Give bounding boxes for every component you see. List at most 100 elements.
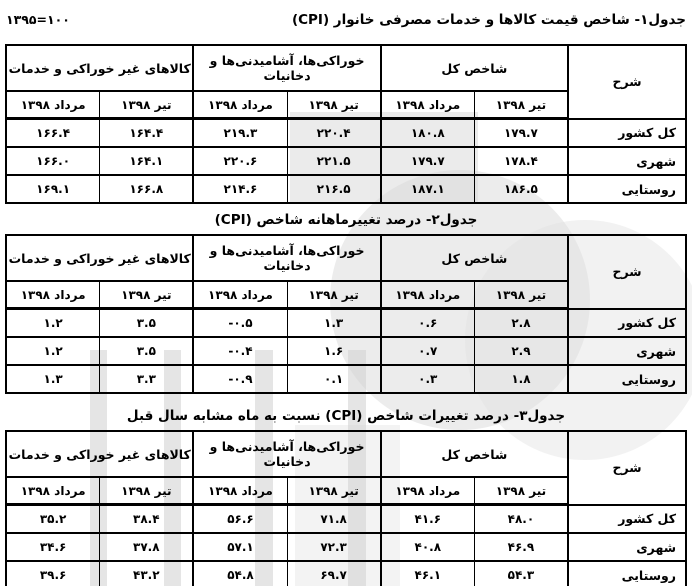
header-month-mordad: مرداد ۱۳۹۸ — [5, 280, 101, 310]
header-month-mordad: مرداد ۱۳۹۸ — [379, 280, 475, 310]
value-cell: ۲۲۰.۶ — [192, 146, 288, 176]
value-cell: ۴۰.۸ — [379, 532, 475, 562]
header-group-food-beverages-tobacco: خوراکی‌ها، آشامیدنی‌ها و دخانیات — [192, 234, 382, 282]
header-month-tir: تیر ۱۳۹۸ — [99, 90, 195, 120]
value-cell: ۱۶۶.۸ — [99, 174, 195, 204]
table2-title: جدول۲- درصد تغییرماهانه شاخص (CPI) — [214, 212, 478, 228]
value-cell: ۲۱۶.۵ — [286, 174, 382, 204]
value-cell: ۱.۸ — [473, 364, 569, 394]
value-cell: ۴۱.۶ — [379, 503, 475, 534]
row-label: روستایی — [567, 174, 687, 204]
header-group-total-index: شاخص کل — [379, 430, 570, 478]
value-cell: ۳۸.۴ — [99, 503, 195, 534]
table-row: کل کشور ۲.۸ ۰.۶ ۱.۳ -۰.۵ ۳.۵ ۱.۲ — [5, 307, 687, 338]
header-group-total-index: شاخص کل — [379, 44, 570, 92]
value-cell: ۱۷۹.۷ — [379, 146, 475, 176]
table-row: روستایی ۱.۸ ۰.۳ ۰.۱ -۰.۹ ۳.۳ ۱.۳ — [5, 364, 687, 394]
header-month-mordad: مرداد ۱۳۹۸ — [379, 90, 475, 120]
table3-title: جدول۳- درصد تغییرات شاخص (CPI) نسبت به م… — [126, 408, 566, 424]
header-group-nonfood-services: کالاهای غیر خوراکی و خدمات — [4, 234, 195, 282]
header-month-tir: تیر ۱۳۹۸ — [286, 476, 382, 506]
header-group-nonfood-services: کالاهای غیر خوراکی و خدمات — [4, 44, 195, 92]
header-month-mordad: مرداد ۱۳۹۸ — [5, 90, 101, 120]
value-cell: ۱۶۴.۱ — [99, 146, 195, 176]
cpi-table-3: شرح شاخص کل خوراکی‌ها، آشامیدنی‌ها و دخا… — [4, 430, 687, 586]
row-label: کل کشور — [567, 503, 687, 534]
value-cell: ۳۹.۶ — [5, 560, 101, 586]
table-row: روستایی ۱۸۶.۵ ۱۸۷.۱ ۲۱۶.۵ ۲۱۴.۶ ۱۶۶.۸ ۱۶۹.۱ — [5, 174, 687, 204]
cpi-table-2: شرح شاخص کل خوراکی‌ها، آشامیدنی‌ها و دخا… — [4, 234, 687, 394]
value-cell: ۳.۵ — [99, 307, 195, 338]
value-cell: ۵۴.۸ — [192, 560, 288, 586]
row-label: کل کشور — [567, 117, 687, 148]
row-label: شهری — [567, 146, 687, 176]
value-cell: ۷۲.۳ — [286, 532, 382, 562]
header-month-mordad: مرداد ۱۳۹۸ — [5, 476, 101, 506]
value-cell: ۴۶.۹ — [473, 532, 569, 562]
value-cell: ۵۶.۶ — [192, 503, 288, 534]
table3-yearly-change: شرح شاخص کل خوراکی‌ها، آشامیدنی‌ها و دخا… — [4, 430, 687, 586]
header-month-mordad: مرداد ۱۳۹۸ — [379, 476, 475, 506]
value-cell: ۵۴.۳ — [473, 560, 569, 586]
value-cell: ۳.۵ — [99, 336, 195, 366]
table-row: شهری ۱۷۸.۴ ۱۷۹.۷ ۲۲۱.۵ ۲۲۰.۶ ۱۶۴.۱ ۱۶۶.۰ — [5, 146, 687, 176]
value-cell: ۳۷.۸ — [99, 532, 195, 562]
value-cell: ۷۱.۸ — [286, 503, 382, 534]
index-base-note: ۱۳۹۵=۱۰۰ — [6, 12, 70, 27]
value-cell: ۴۶.۱ — [379, 560, 475, 586]
header-group-food-beverages-tobacco: خوراکی‌ها، آشامیدنی‌ها و دخانیات — [192, 44, 382, 92]
value-cell: ۳.۳ — [99, 364, 195, 394]
value-cell: ۲۱۴.۶ — [192, 174, 288, 204]
value-cell: ۰.۶ — [379, 307, 475, 338]
value-cell: -۰.۹ — [192, 364, 288, 394]
value-cell: ۱۸۷.۱ — [379, 174, 475, 204]
table-row: شهری ۲.۹ ۰.۷ ۱.۶ -۰.۴ ۳.۵ ۱.۲ — [5, 336, 687, 366]
header-month-mordad: مرداد ۱۳۹۸ — [192, 476, 288, 506]
table-row: کل کشور ۱۷۹.۷ ۱۸۰.۸ ۲۲۰.۴ ۲۱۹.۳ ۱۶۴.۴ ۱۶۶.۴ — [5, 117, 687, 148]
value-cell: ۱۶۶.۰ — [5, 146, 101, 176]
value-cell: ۲.۹ — [473, 336, 569, 366]
row-label: شهری — [567, 532, 687, 562]
header-group-nonfood-services: کالاهای غیر خوراکی و خدمات — [4, 430, 195, 478]
value-cell: ۱۷۹.۷ — [473, 117, 569, 148]
value-cell: ۱۸۰.۸ — [379, 117, 475, 148]
value-cell: ۲۲۰.۴ — [286, 117, 382, 148]
header-group-food-beverages-tobacco: خوراکی‌ها، آشامیدنی‌ها و دخانیات — [192, 430, 382, 478]
table-row: شهری ۴۶.۹ ۴۰.۸ ۷۲.۳ ۵۷.۱ ۳۷.۸ ۳۴.۶ — [5, 532, 687, 562]
table-row: روستایی ۵۴.۳ ۴۶.۱ ۶۹.۷ ۵۴.۸ ۴۳.۲ ۳۹.۶ — [5, 560, 687, 586]
row-label: شهری — [567, 336, 687, 366]
value-cell: ۰.۳ — [379, 364, 475, 394]
header-month-tir: تیر ۱۳۹۸ — [473, 90, 569, 120]
table-row: کل کشور ۴۸.۰ ۴۱.۶ ۷۱.۸ ۵۶.۶ ۳۸.۴ ۳۵.۲ — [5, 503, 687, 534]
value-cell: ۴۳.۲ — [99, 560, 195, 586]
header-month-tir: تیر ۱۳۹۸ — [99, 476, 195, 506]
header-month-tir: تیر ۱۳۹۸ — [473, 476, 569, 506]
value-cell: -۰.۴ — [192, 336, 288, 366]
row-label: روستایی — [567, 560, 687, 586]
value-cell: ۴۸.۰ — [473, 503, 569, 534]
value-cell: ۱.۳ — [5, 364, 101, 394]
row-label: روستایی — [567, 364, 687, 394]
table1-title: جدول۱- شاخص قیمت کالاها و خدمات مصرفی خا… — [291, 12, 686, 28]
header-month-tir: تیر ۱۳۹۸ — [286, 90, 382, 120]
value-cell: ۱۶۶.۴ — [5, 117, 101, 148]
value-cell: ۱۶۹.۱ — [5, 174, 101, 204]
value-cell: ۱۷۸.۴ — [473, 146, 569, 176]
header-month-mordad: مرداد ۱۳۹۸ — [192, 280, 288, 310]
header-month-mordad: مرداد ۱۳۹۸ — [192, 90, 288, 120]
header-month-tir: تیر ۱۳۹۸ — [473, 280, 569, 310]
value-cell: ۱.۲ — [5, 307, 101, 338]
value-cell: ۲.۸ — [473, 307, 569, 338]
row-label: کل کشور — [567, 307, 687, 338]
value-cell: ۵۷.۱ — [192, 532, 288, 562]
cpi-table-1: شرح شاخص کل خوراکی‌ها، آشامیدنی‌ها و دخا… — [4, 44, 687, 204]
value-cell: ۲۱۹.۳ — [192, 117, 288, 148]
value-cell: ۱.۳ — [286, 307, 382, 338]
header-month-tir: تیر ۱۳۹۸ — [99, 280, 195, 310]
value-cell: ۳۵.۲ — [5, 503, 101, 534]
value-cell: ۰.۷ — [379, 336, 475, 366]
table2-monthly-change: شرح شاخص کل خوراکی‌ها، آشامیدنی‌ها و دخا… — [4, 234, 687, 394]
value-cell: ۳۴.۶ — [5, 532, 101, 562]
table1-consumer-price-index: شرح شاخص کل خوراکی‌ها، آشامیدنی‌ها و دخا… — [4, 44, 687, 204]
header-desc: شرح — [567, 234, 687, 310]
